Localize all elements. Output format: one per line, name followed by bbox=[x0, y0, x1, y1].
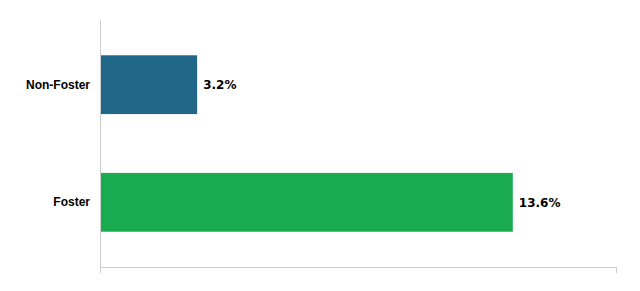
tick-label: Non-Foster bbox=[26, 78, 90, 92]
tick: Foster bbox=[53, 195, 100, 209]
axis-line bbox=[101, 268, 617, 274]
bar bbox=[100, 173, 513, 232]
plot: Foster Non-Foster 13.6% 3.2% bbox=[26, 21, 617, 274]
bars bbox=[100, 55, 513, 231]
data-label: 3.2% bbox=[203, 78, 236, 92]
x-axis bbox=[101, 268, 617, 274]
tick: Non-Foster bbox=[26, 78, 100, 92]
axis-line bbox=[100, 21, 101, 268]
data-labels: 13.6% 3.2% bbox=[203, 78, 560, 210]
tick-label: Foster bbox=[53, 195, 90, 209]
bar bbox=[100, 55, 197, 114]
data-label: 13.6% bbox=[519, 196, 561, 210]
y-axis: Foster Non-Foster bbox=[26, 21, 101, 268]
chart: Foster Non-Foster 13.6% 3.2% bbox=[0, 0, 640, 291]
